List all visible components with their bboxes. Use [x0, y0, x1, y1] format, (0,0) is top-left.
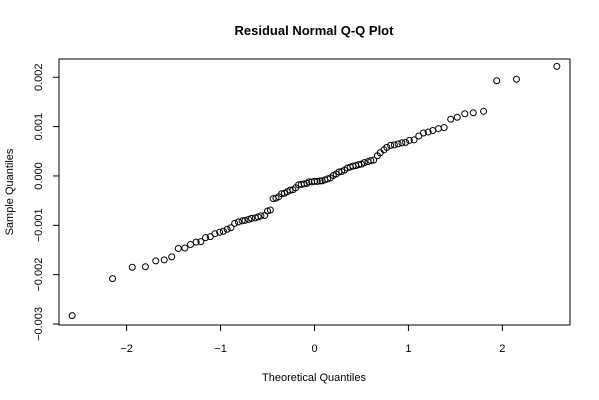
data-point — [390, 141, 398, 149]
data-point — [231, 219, 239, 227]
y-tick-label: 0.000 — [33, 162, 45, 190]
data-point — [493, 77, 501, 85]
data-point — [434, 125, 442, 133]
data-point — [197, 238, 205, 246]
x-axis-label: Theoretical Quantiles — [262, 372, 366, 384]
x-tick-label: −1 — [214, 343, 227, 355]
data-point — [461, 110, 469, 118]
data-point — [160, 256, 168, 264]
data-point — [383, 143, 391, 151]
y-tick-label: −0.001 — [33, 208, 45, 242]
data-point — [181, 244, 189, 252]
y-tick-label: 0.002 — [33, 63, 45, 91]
data-point — [219, 227, 227, 235]
data-point — [128, 263, 136, 271]
data-point — [248, 214, 256, 222]
data-point — [234, 218, 242, 226]
x-tick-label: 1 — [405, 343, 411, 355]
data-point — [394, 140, 402, 148]
data-point — [402, 138, 410, 146]
data-point — [211, 230, 219, 238]
data-point — [313, 177, 321, 185]
y-axis-label: Sample Quantiles — [4, 148, 16, 235]
data-point — [424, 128, 432, 136]
data-point — [238, 217, 246, 225]
y-tick-label: 0.001 — [33, 113, 45, 141]
data-point — [192, 238, 200, 246]
plot-frame — [58, 58, 571, 326]
data-point — [553, 62, 561, 70]
data-point — [257, 212, 265, 220]
data-point — [440, 124, 448, 132]
data-point — [187, 241, 195, 249]
data-point — [447, 115, 455, 123]
data-point — [174, 245, 182, 253]
data-point — [360, 159, 368, 167]
data-point — [387, 141, 395, 149]
data-point — [469, 109, 477, 117]
data-point — [168, 253, 176, 261]
y-axis: −0.003 −0.002 −0.001 0.000 0.001 0.002 — [33, 63, 60, 341]
x-tick-label: −2 — [120, 343, 133, 355]
data-point — [241, 216, 249, 224]
data-point — [480, 107, 488, 115]
data-point — [223, 225, 231, 233]
data-point — [405, 136, 413, 144]
y-tick-label: −0.002 — [33, 258, 45, 292]
data-point — [109, 275, 117, 283]
data-point — [68, 312, 76, 320]
x-tick-label: 0 — [311, 343, 317, 355]
data-point — [216, 228, 224, 236]
chart-title: Residual Normal Q-Q Plot — [235, 23, 395, 38]
data-point — [367, 157, 375, 165]
data-point — [141, 263, 149, 271]
data-point — [398, 139, 406, 147]
y-tick-label: −0.003 — [33, 307, 45, 341]
data-point — [300, 180, 308, 188]
data-point — [316, 177, 324, 185]
data-point — [266, 206, 274, 214]
data-point — [202, 234, 210, 242]
x-tick-label: 2 — [499, 343, 505, 355]
data-point — [410, 136, 418, 144]
data-point — [512, 75, 520, 83]
data-point — [453, 113, 461, 121]
data-point — [286, 186, 294, 194]
data-point — [303, 179, 311, 187]
x-axis: −2 −1 0 1 2 — [120, 324, 505, 355]
data-point — [152, 257, 160, 265]
data-point — [227, 224, 235, 232]
data-points — [68, 62, 561, 320]
data-point — [370, 156, 378, 164]
data-point — [419, 129, 427, 137]
data-point — [261, 211, 269, 219]
